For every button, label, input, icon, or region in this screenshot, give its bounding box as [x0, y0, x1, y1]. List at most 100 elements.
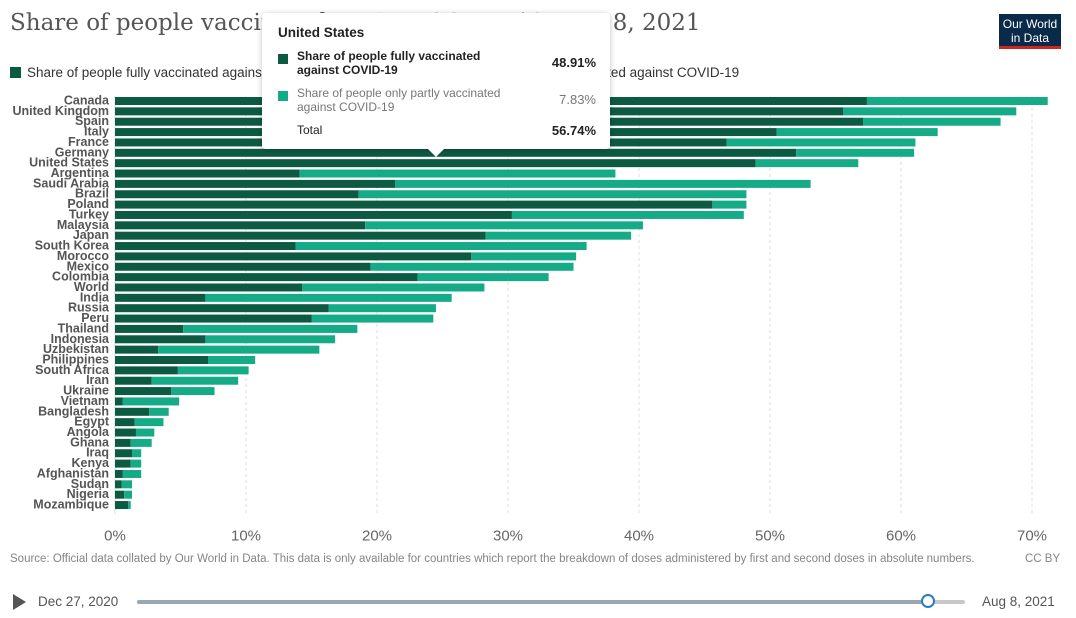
- bar-partly-vaccinated[interactable]: [796, 148, 915, 157]
- x-tick-label: 10%: [231, 527, 261, 544]
- bar-fully-vaccinated[interactable]: [115, 314, 312, 323]
- bar-partly-vaccinated[interactable]: [866, 97, 1048, 105]
- bar-fully-vaccinated[interactable]: [115, 179, 396, 188]
- bar-partly-vaccinated[interactable]: [776, 128, 938, 137]
- bar-partly-vaccinated[interactable]: [755, 159, 859, 168]
- tooltip-value-total: 56.74%: [551, 123, 596, 138]
- bar-partly-vaccinated[interactable]: [130, 438, 152, 447]
- category-label: South Korea: [35, 239, 110, 253]
- bar-partly-vaccinated[interactable]: [471, 252, 577, 261]
- bar-partly-vaccinated[interactable]: [511, 210, 744, 219]
- bar-partly-vaccinated[interactable]: [295, 242, 587, 251]
- bar-fully-vaccinated[interactable]: [115, 376, 152, 385]
- bar-partly-vaccinated[interactable]: [121, 480, 133, 489]
- bar-fully-vaccinated[interactable]: [115, 469, 123, 478]
- bar-partly-vaccinated[interactable]: [205, 293, 452, 302]
- bar-partly-vaccinated[interactable]: [485, 231, 632, 240]
- bar-partly-vaccinated[interactable]: [132, 449, 142, 458]
- bar-partly-vaccinated[interactable]: [328, 304, 436, 313]
- bar-fully-vaccinated[interactable]: [115, 252, 472, 261]
- bar-fully-vaccinated[interactable]: [115, 490, 125, 499]
- bar-fully-vaccinated[interactable]: [115, 397, 123, 406]
- bar-fully-vaccinated[interactable]: [115, 293, 206, 302]
- category-label: Angola: [67, 425, 110, 439]
- bar-fully-vaccinated[interactable]: [115, 418, 135, 427]
- bar-partly-vaccinated[interactable]: [177, 366, 249, 375]
- bar-partly-vaccinated[interactable]: [208, 356, 256, 364]
- bar-fully-vaccinated[interactable]: [115, 407, 150, 416]
- bar-partly-vaccinated[interactable]: [712, 200, 747, 209]
- category-label: Kenya: [71, 456, 110, 470]
- bar-fully-vaccinated[interactable]: [115, 480, 122, 489]
- bar-partly-vaccinated[interactable]: [863, 117, 1001, 126]
- category-label: Uzbekistan: [43, 342, 109, 356]
- bar-fully-vaccinated[interactable]: [115, 190, 359, 199]
- category-label: Mozambique: [33, 498, 109, 512]
- category-label: World: [74, 280, 109, 294]
- bar-partly-vaccinated[interactable]: [205, 335, 336, 344]
- bar-partly-vaccinated[interactable]: [370, 262, 574, 271]
- legend-item-fully[interactable]: Share of people fully vaccinated against…: [10, 65, 332, 80]
- bar-fully-vaccinated[interactable]: [115, 242, 296, 251]
- bar-partly-vaccinated[interactable]: [158, 345, 320, 354]
- bar-fully-vaccinated[interactable]: [115, 148, 797, 157]
- bar-partly-vaccinated[interactable]: [365, 221, 643, 230]
- bar-partly-vaccinated[interactable]: [183, 324, 358, 333]
- bar-partly-vaccinated[interactable]: [358, 190, 747, 199]
- category-label: Ukraine: [63, 384, 109, 398]
- category-label: France: [68, 135, 109, 149]
- bar-partly-vaccinated[interactable]: [149, 407, 169, 416]
- bar-fully-vaccinated[interactable]: [115, 428, 136, 437]
- bar-fully-vaccinated[interactable]: [115, 366, 178, 375]
- bar-partly-vaccinated[interactable]: [151, 376, 239, 385]
- bar-fully-vaccinated[interactable]: [115, 304, 329, 313]
- bar-partly-vaccinated[interactable]: [134, 418, 164, 427]
- play-icon[interactable]: [13, 594, 26, 610]
- bar-partly-vaccinated[interactable]: [124, 490, 133, 499]
- timeline-handle[interactable]: [920, 594, 935, 608]
- bar-partly-vaccinated[interactable]: [135, 428, 155, 437]
- bar-partly-vaccinated[interactable]: [299, 169, 616, 178]
- bar-partly-vaccinated[interactable]: [843, 107, 1017, 116]
- bar-fully-vaccinated[interactable]: [115, 387, 172, 396]
- bar-fully-vaccinated[interactable]: [115, 231, 486, 240]
- bar-fully-vaccinated[interactable]: [115, 438, 131, 447]
- tooltip-label-total: Total: [297, 123, 323, 137]
- bar-partly-vaccinated[interactable]: [726, 138, 916, 147]
- bar-partly-vaccinated[interactable]: [128, 501, 131, 510]
- bar-partly-vaccinated[interactable]: [311, 314, 434, 323]
- timeline-start-date[interactable]: Dec 27, 2020: [38, 594, 119, 609]
- bar-fully-vaccinated[interactable]: [115, 221, 366, 230]
- bar-partly-vaccinated[interactable]: [130, 459, 142, 468]
- bar-fully-vaccinated[interactable]: [115, 200, 713, 209]
- timeline-end-date[interactable]: Aug 8, 2021: [982, 594, 1055, 609]
- bar-fully-vaccinated[interactable]: [115, 345, 159, 354]
- bar-partly-vaccinated[interactable]: [302, 283, 485, 292]
- category-label: Morocco: [57, 249, 109, 263]
- bar-fully-vaccinated[interactable]: [115, 273, 418, 282]
- bar-fully-vaccinated[interactable]: [115, 210, 512, 219]
- bar-partly-vaccinated[interactable]: [395, 179, 811, 188]
- bar-fully-vaccinated[interactable]: [115, 449, 133, 458]
- bar-fully-vaccinated[interactable]: [115, 169, 300, 178]
- owid-logo[interactable]: Our World in Data: [999, 14, 1061, 49]
- timeline-track[interactable]: [137, 600, 965, 604]
- category-label: Germany: [55, 145, 109, 159]
- bar-fully-vaccinated[interactable]: [115, 335, 206, 344]
- bar-partly-vaccinated[interactable]: [171, 387, 215, 396]
- bar-fully-vaccinated[interactable]: [115, 262, 371, 271]
- bar-partly-vaccinated[interactable]: [122, 469, 142, 478]
- bar-fully-vaccinated[interactable]: [115, 459, 131, 468]
- legend-swatch-fully: [10, 67, 21, 78]
- category-label: Peru: [81, 311, 109, 325]
- bar-fully-vaccinated[interactable]: [115, 283, 303, 292]
- bar-partly-vaccinated[interactable]: [122, 397, 180, 406]
- bar-fully-vaccinated[interactable]: [115, 501, 129, 510]
- bar-fully-vaccinated[interactable]: [115, 324, 184, 333]
- bar-fully-vaccinated[interactable]: [115, 159, 756, 168]
- bar-fully-vaccinated[interactable]: [115, 356, 209, 364]
- license-link[interactable]: CC BY: [1025, 553, 1061, 565]
- bar-partly-vaccinated[interactable]: [417, 273, 549, 282]
- x-tick-label: 0%: [104, 527, 126, 544]
